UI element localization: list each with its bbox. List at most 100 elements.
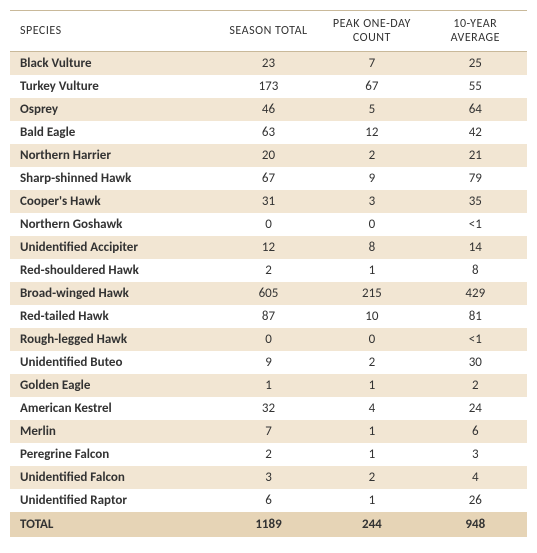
table-row: Osprey46564 [10,98,527,121]
cell-avg: <1 [424,213,527,236]
cell-avg: 21 [424,144,527,167]
table-row: Northern Harrier20221 [10,144,527,167]
cell-species: American Kestrel [10,397,217,420]
cell-season-total: 46 [217,98,320,121]
cell-avg: 2 [424,374,527,397]
cell-species: Bald Eagle [10,121,217,144]
cell-season-total: 20 [217,144,320,167]
col-header-avg: 10-YEAR AVERAGE [424,11,527,52]
cell-peak: 3 [320,190,423,213]
table-row: Unidentified Buteo9230 [10,351,527,374]
cell-peak: 10 [320,305,423,328]
table-row: Unidentified Accipiter12814 [10,236,527,259]
cell-season-total: 63 [217,121,320,144]
table-row: Unidentified Raptor6126 [10,489,527,512]
cell-species: Northern Goshawk [10,213,217,236]
cell-peak: 4 [320,397,423,420]
cell-species: Peregrine Falcon [10,443,217,466]
table-header-row: SPECIES SEASON TOTAL PEAK ONE-DAY COUNT … [10,11,527,52]
cell-species: Broad-winged Hawk [10,282,217,305]
cell-species: Northern Harrier [10,144,217,167]
cell-season-total: 3 [217,466,320,489]
cell-season-total: 0 [217,328,320,351]
cell-season-total: 173 [217,75,320,98]
table-row: Northern Goshawk00<1 [10,213,527,236]
cell-species: Unidentified Raptor [10,489,217,512]
cell-peak: 2 [320,144,423,167]
cell-peak: 1 [320,489,423,512]
cell-peak: 7 [320,52,423,76]
cell-season-total: 67 [217,167,320,190]
table-row: Red-shouldered Hawk218 [10,259,527,282]
cell-species: Cooper's Hawk [10,190,217,213]
cell-season-total: 605 [217,282,320,305]
table-total-row: TOTAL 1189 244 948 [10,512,527,537]
cell-season-total: 23 [217,52,320,76]
cell-avg: 14 [424,236,527,259]
cell-species: Turkey Vulture [10,75,217,98]
cell-peak: 0 [320,328,423,351]
col-header-peak: PEAK ONE-DAY COUNT [320,11,423,52]
cell-peak: 8 [320,236,423,259]
cell-season-total: 12 [217,236,320,259]
table-row: Golden Eagle112 [10,374,527,397]
table-row: Merlin716 [10,420,527,443]
cell-season-total: 2 [217,443,320,466]
table-row: Turkey Vulture1736755 [10,75,527,98]
cell-species: Black Vulture [10,52,217,76]
total-season: 1189 [217,512,320,537]
col-header-species: SPECIES [10,11,217,52]
cell-peak: 1 [320,443,423,466]
table-row: Unidentified Falcon324 [10,466,527,489]
cell-avg: 6 [424,420,527,443]
cell-avg: 42 [424,121,527,144]
total-peak: 244 [320,512,423,537]
cell-avg: 24 [424,397,527,420]
cell-species: Red-tailed Hawk [10,305,217,328]
cell-season-total: 6 [217,489,320,512]
cell-avg: 25 [424,52,527,76]
cell-species: Rough-legged Hawk [10,328,217,351]
total-label: TOTAL [10,512,217,537]
cell-season-total: 32 [217,397,320,420]
cell-species: Osprey [10,98,217,121]
cell-avg: 4 [424,466,527,489]
table-row: Bald Eagle631242 [10,121,527,144]
cell-species: Red-shouldered Hawk [10,259,217,282]
cell-avg: 3 [424,443,527,466]
cell-peak: 12 [320,121,423,144]
table-row: Peregrine Falcon213 [10,443,527,466]
species-count-table: SPECIES SEASON TOTAL PEAK ONE-DAY COUNT … [10,10,527,537]
table-row: Red-tailed Hawk871081 [10,305,527,328]
cell-peak: 67 [320,75,423,98]
cell-avg: 79 [424,167,527,190]
table-row: American Kestrel32424 [10,397,527,420]
cell-avg: 64 [424,98,527,121]
cell-avg: 8 [424,259,527,282]
table-row: Broad-winged Hawk605215429 [10,282,527,305]
cell-species: Unidentified Accipiter [10,236,217,259]
cell-season-total: 9 [217,351,320,374]
cell-peak: 1 [320,259,423,282]
cell-species: Unidentified Falcon [10,466,217,489]
cell-avg: 35 [424,190,527,213]
cell-season-total: 87 [217,305,320,328]
cell-peak: 1 [320,374,423,397]
total-avg: 948 [424,512,527,537]
cell-peak: 5 [320,98,423,121]
cell-avg: 30 [424,351,527,374]
cell-season-total: 0 [217,213,320,236]
cell-peak: 2 [320,466,423,489]
cell-peak: 215 [320,282,423,305]
cell-peak: 0 [320,213,423,236]
cell-avg: 81 [424,305,527,328]
cell-season-total: 7 [217,420,320,443]
cell-avg: 55 [424,75,527,98]
cell-species: Sharp-shinned Hawk [10,167,217,190]
table-row: Sharp-shinned Hawk67979 [10,167,527,190]
col-header-season-total: SEASON TOTAL [217,11,320,52]
cell-season-total: 31 [217,190,320,213]
table-row: Cooper's Hawk31335 [10,190,527,213]
cell-season-total: 1 [217,374,320,397]
cell-avg: 429 [424,282,527,305]
